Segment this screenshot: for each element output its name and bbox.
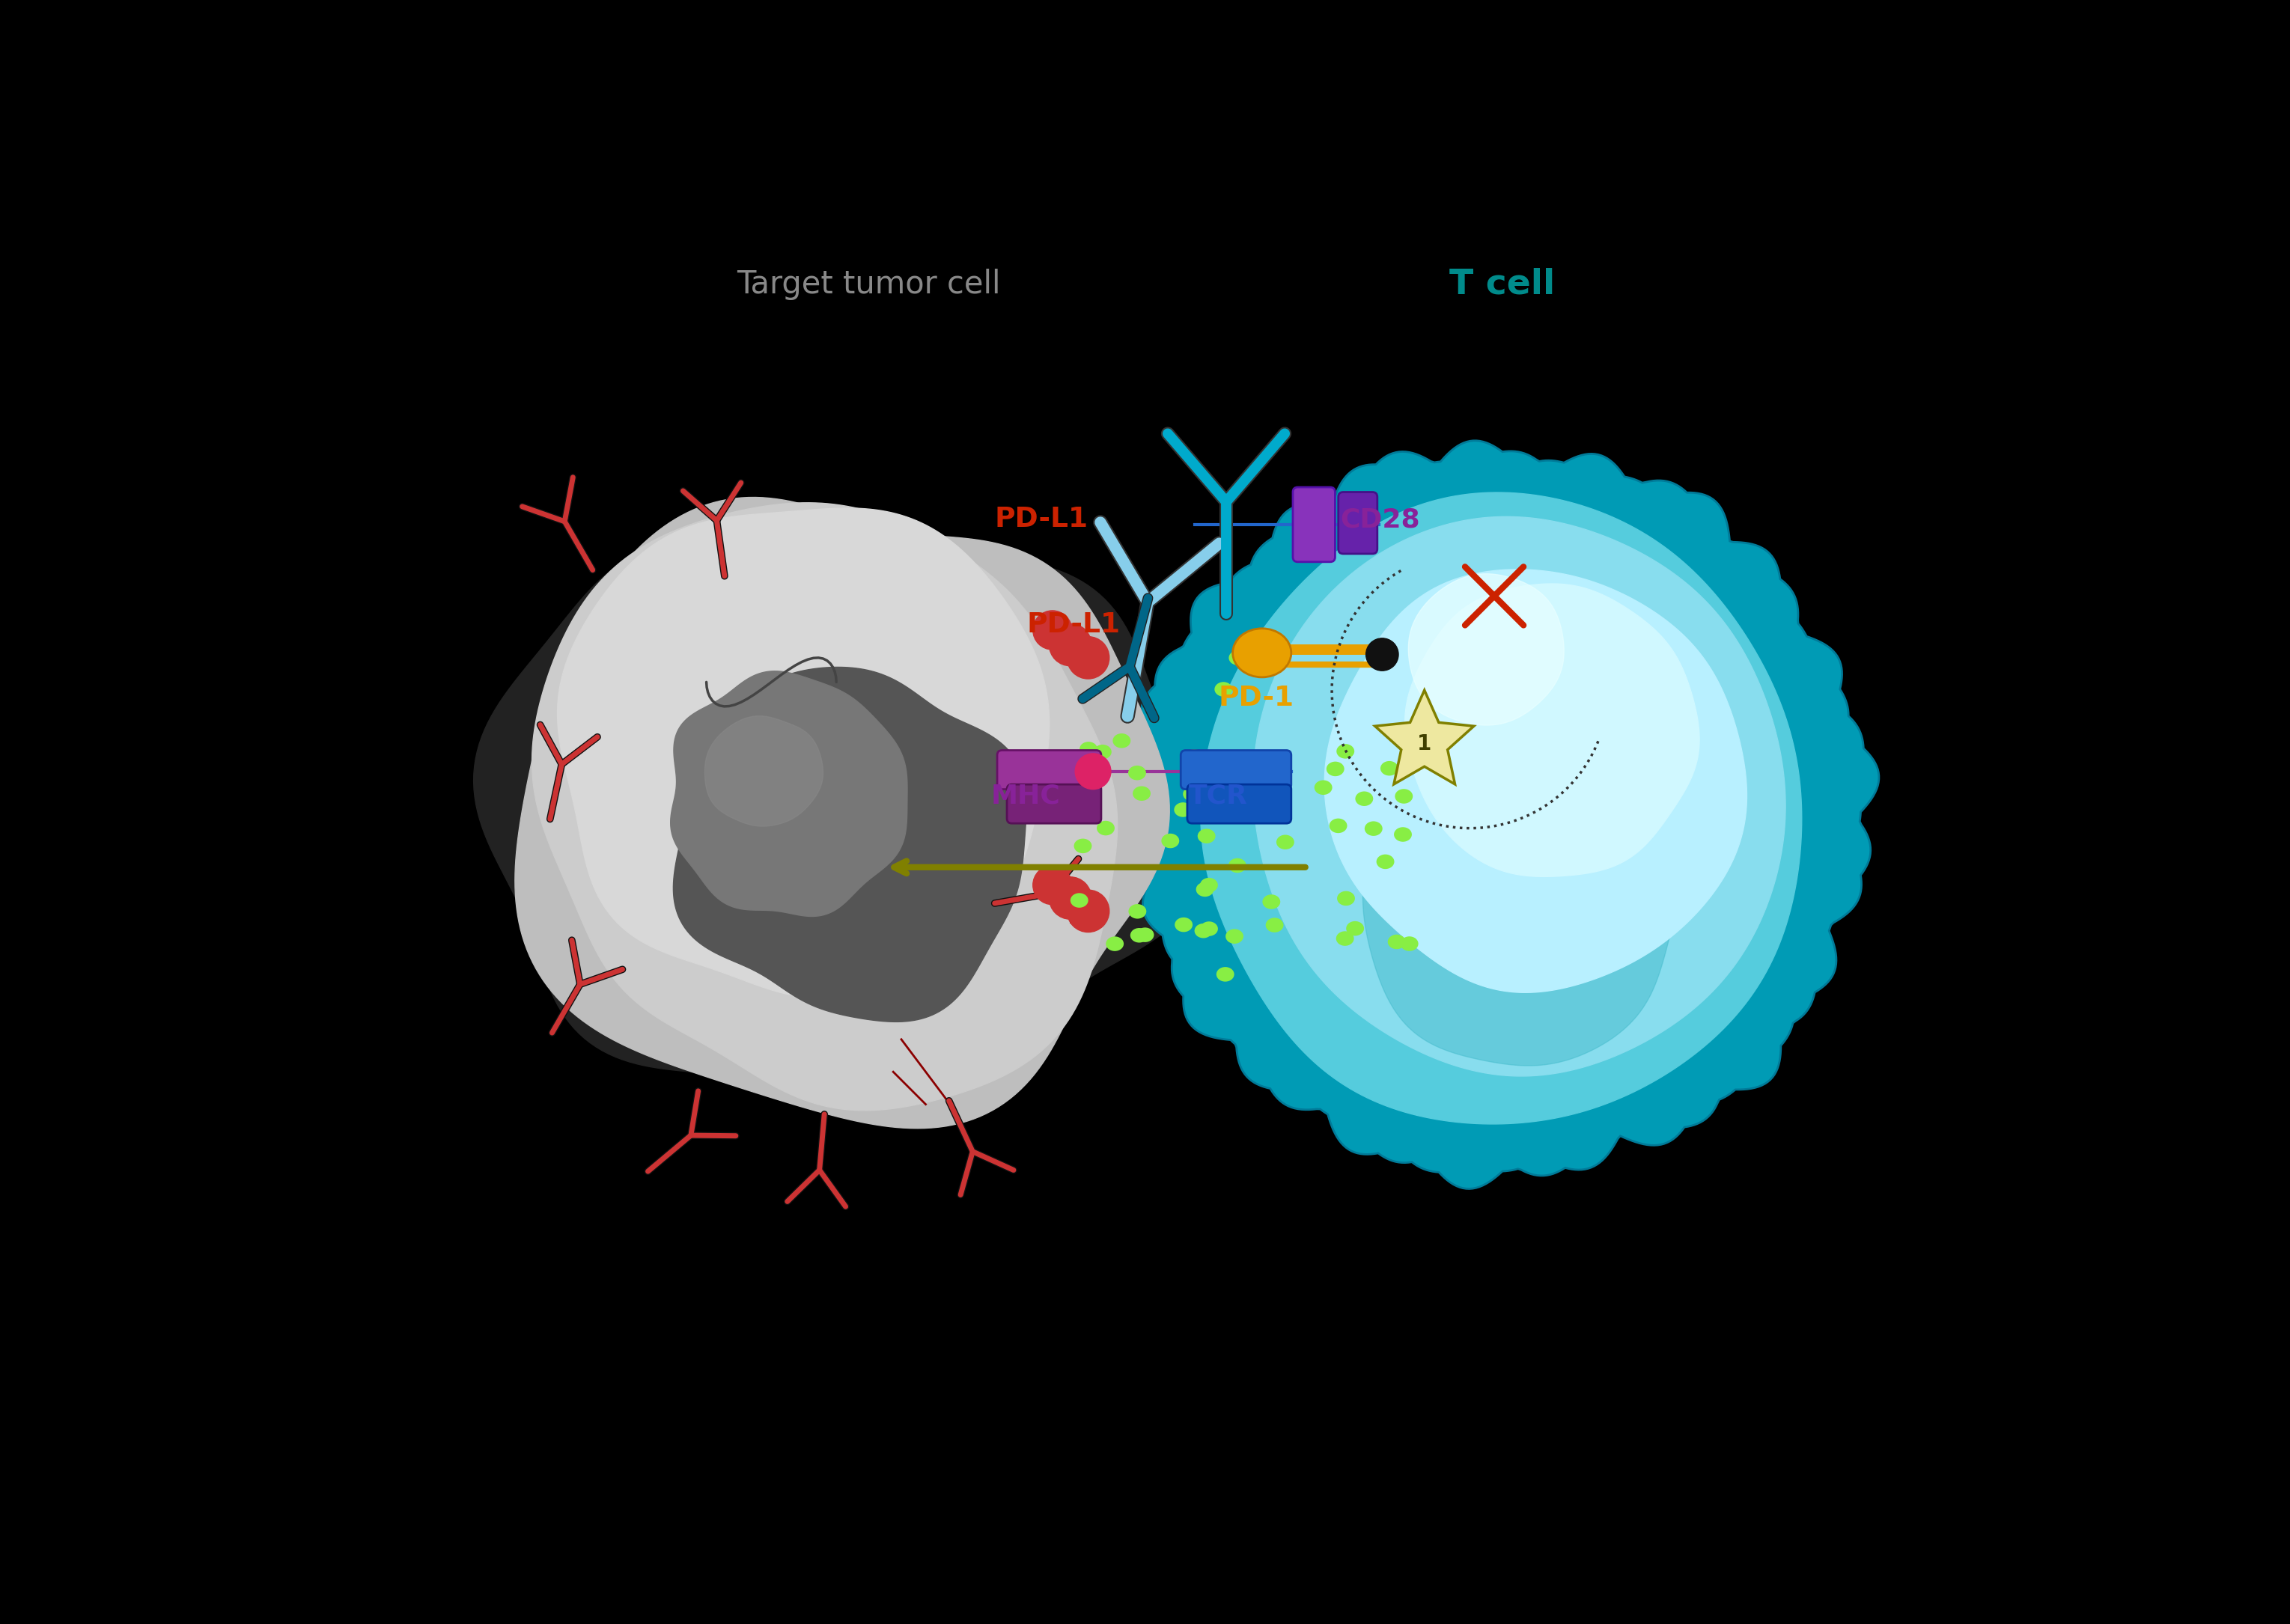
Ellipse shape — [1337, 892, 1356, 906]
Text: TCR: TCR — [1189, 783, 1248, 809]
Circle shape — [1049, 877, 1092, 919]
Ellipse shape — [1395, 789, 1413, 804]
Circle shape — [1033, 611, 1072, 650]
Ellipse shape — [1129, 905, 1147, 919]
Text: CD28: CD28 — [1340, 507, 1420, 533]
Text: PD-L1: PD-L1 — [994, 507, 1088, 533]
Ellipse shape — [1097, 820, 1115, 835]
Ellipse shape — [1328, 818, 1347, 833]
Ellipse shape — [1225, 929, 1243, 944]
Polygon shape — [1404, 583, 1699, 877]
Polygon shape — [1374, 690, 1475, 784]
Polygon shape — [705, 716, 822, 827]
FancyBboxPatch shape — [1337, 492, 1376, 554]
Ellipse shape — [1195, 924, 1211, 939]
Ellipse shape — [1388, 934, 1406, 948]
Ellipse shape — [1401, 937, 1418, 952]
Ellipse shape — [1200, 921, 1218, 935]
Ellipse shape — [1230, 651, 1246, 666]
Polygon shape — [1200, 492, 1802, 1124]
Ellipse shape — [1186, 749, 1202, 763]
Ellipse shape — [1214, 682, 1232, 697]
Polygon shape — [671, 671, 907, 916]
Ellipse shape — [1276, 835, 1294, 849]
Ellipse shape — [1106, 937, 1124, 952]
Ellipse shape — [1395, 827, 1413, 841]
Ellipse shape — [1191, 789, 1209, 804]
Ellipse shape — [1232, 628, 1292, 677]
Ellipse shape — [1216, 966, 1234, 981]
Text: MHC: MHC — [992, 783, 1060, 809]
Ellipse shape — [1314, 780, 1333, 794]
Ellipse shape — [1218, 802, 1237, 817]
Circle shape — [1074, 754, 1111, 789]
Ellipse shape — [1266, 918, 1282, 932]
FancyBboxPatch shape — [1294, 487, 1335, 562]
Text: 1: 1 — [1418, 734, 1431, 754]
Ellipse shape — [1074, 838, 1092, 853]
Ellipse shape — [1335, 931, 1353, 945]
Polygon shape — [1408, 573, 1564, 726]
Ellipse shape — [1337, 744, 1353, 758]
Text: T cell: T cell — [1450, 268, 1555, 300]
Ellipse shape — [1365, 822, 1383, 836]
Polygon shape — [1363, 749, 1676, 1065]
FancyBboxPatch shape — [1186, 784, 1292, 823]
Ellipse shape — [1131, 927, 1147, 942]
Circle shape — [1033, 866, 1072, 905]
Polygon shape — [1134, 440, 1878, 1189]
Text: PD-1: PD-1 — [1218, 685, 1294, 711]
Polygon shape — [1253, 516, 1786, 1077]
Ellipse shape — [1095, 744, 1111, 758]
Ellipse shape — [1326, 762, 1344, 776]
Ellipse shape — [1200, 879, 1218, 893]
FancyBboxPatch shape — [1182, 750, 1292, 789]
Ellipse shape — [1113, 734, 1131, 749]
Polygon shape — [673, 667, 1026, 1021]
Polygon shape — [515, 497, 1170, 1129]
Ellipse shape — [1347, 921, 1365, 935]
Polygon shape — [556, 508, 1049, 997]
Ellipse shape — [1136, 927, 1154, 942]
Text: Target tumor cell: Target tumor cell — [737, 268, 1001, 300]
Ellipse shape — [1376, 854, 1395, 869]
Ellipse shape — [1161, 833, 1179, 848]
Ellipse shape — [1175, 918, 1193, 932]
Ellipse shape — [1195, 882, 1214, 896]
Circle shape — [1067, 890, 1108, 932]
Ellipse shape — [1262, 895, 1280, 909]
Ellipse shape — [1051, 767, 1069, 781]
Text: PD-L1: PD-L1 — [1026, 612, 1120, 638]
Ellipse shape — [1227, 857, 1246, 872]
Ellipse shape — [1134, 786, 1150, 801]
Ellipse shape — [1079, 742, 1097, 757]
Polygon shape — [474, 521, 1214, 1124]
FancyBboxPatch shape — [1008, 784, 1101, 823]
Circle shape — [1049, 624, 1092, 666]
Ellipse shape — [1198, 828, 1216, 843]
Ellipse shape — [1184, 786, 1200, 801]
Polygon shape — [1324, 570, 1747, 992]
Polygon shape — [531, 503, 1118, 1111]
FancyBboxPatch shape — [996, 750, 1101, 789]
Ellipse shape — [1175, 802, 1191, 817]
Ellipse shape — [1381, 762, 1399, 776]
Circle shape — [1067, 637, 1108, 679]
Ellipse shape — [1356, 791, 1374, 806]
Ellipse shape — [1069, 893, 1088, 908]
Circle shape — [1365, 638, 1399, 671]
Ellipse shape — [1129, 765, 1145, 780]
